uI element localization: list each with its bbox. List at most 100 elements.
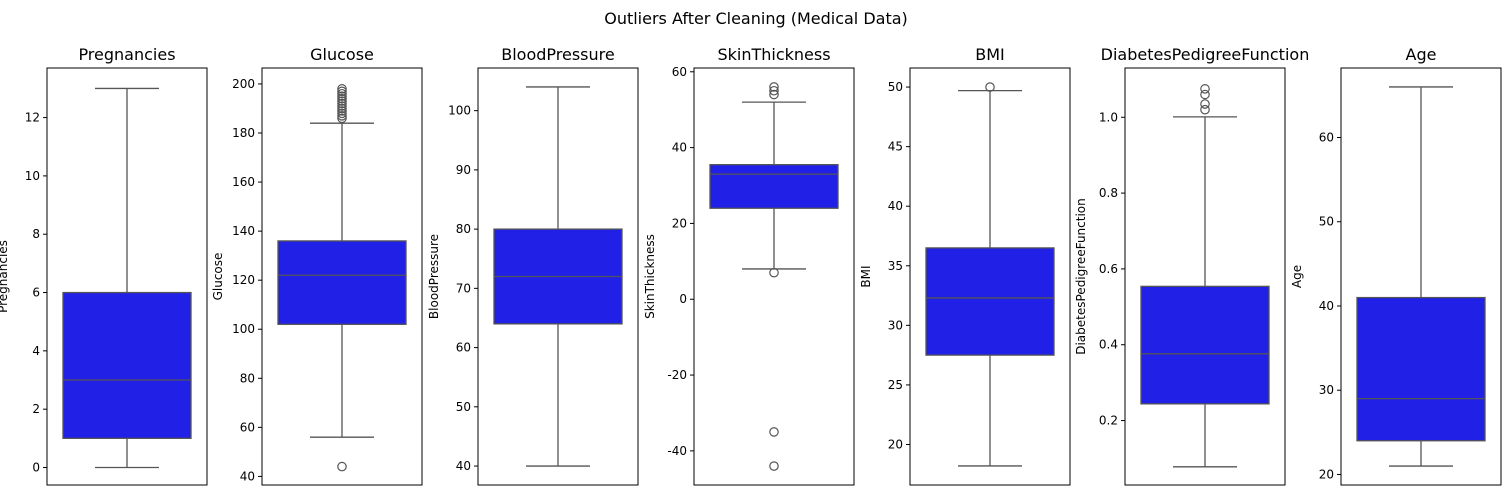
y-tick-label: 35	[888, 259, 903, 273]
axes-frame	[909, 67, 1071, 486]
subplot-title: Pregnancies	[78, 45, 175, 64]
y-tick-label: 1.0	[1099, 110, 1118, 124]
y-axis-label: BloodPressure	[427, 234, 441, 319]
subplot-skinthickness: SkinThickness SkinThickness -40 -20 0 20 40 60	[643, 45, 855, 486]
y-tick-label: 60	[456, 341, 471, 355]
subplot-title: BloodPressure	[501, 45, 614, 64]
y-tick-label: 4	[32, 344, 40, 358]
outlier-point	[769, 85, 779, 96]
y-tick-label: 0	[679, 292, 687, 306]
y-tick-label: 40	[1319, 299, 1334, 313]
outlier-point	[337, 84, 347, 94]
subplot-pregnancies: Pregnancies Pregnancies 0 2 4 6 8 10 12	[0, 45, 208, 486]
subplot-glucose: Glucose Glucose 40 60 80 100 120 140 160 180 200	[211, 45, 423, 486]
y-tick-label: 140	[232, 224, 255, 238]
iqr-box	[1356, 296, 1486, 442]
y-tick-label: 100	[448, 104, 471, 118]
y-tick-label: 160	[232, 175, 255, 189]
y-tick-label: 30	[888, 318, 903, 332]
y-tick-label: 20	[1319, 467, 1334, 481]
outlier-point	[337, 91, 347, 102]
y-tick-label: 10	[25, 169, 40, 183]
y-tick-label: 8	[32, 227, 40, 241]
y-tick-label: 50	[888, 80, 903, 94]
outlier-point	[769, 461, 779, 471]
y-axis-label: Pregnancies	[0, 240, 10, 313]
subplot-title: Age	[1406, 45, 1437, 64]
y-tick-label: -20	[667, 368, 687, 382]
outlier-point	[769, 89, 779, 100]
y-tick-label: 0.2	[1099, 414, 1118, 428]
y-tick-label: 50	[1319, 215, 1334, 229]
y-tick-label: 30	[1319, 383, 1334, 397]
y-tick-label: -40	[667, 444, 687, 458]
subplot-title: SkinThickness	[717, 45, 830, 64]
axes-frame	[477, 67, 639, 486]
outlier-point	[337, 88, 347, 99]
subplot-title: BMI	[975, 45, 1005, 64]
y-tick-label: 100	[232, 322, 255, 336]
y-tick-label: 6	[32, 286, 40, 300]
figure-title: Outliers After Cleaning (Medical Data)	[604, 9, 908, 28]
y-tick-label: 200	[232, 77, 255, 91]
y-tick-label: 50	[456, 400, 471, 414]
y-axis-label: Glucose	[211, 253, 225, 301]
y-axis-label: SkinThickness	[643, 234, 657, 319]
y-tick-label: 12	[25, 111, 40, 125]
y-tick-label: 0	[32, 461, 40, 475]
outlier-point	[1200, 89, 1210, 100]
outlier-point	[769, 82, 779, 92]
axes-frame	[1124, 67, 1286, 486]
outlier-point	[337, 86, 347, 97]
outlier-point	[1200, 104, 1210, 115]
outlier-point	[337, 106, 347, 116]
outlier-point	[337, 461, 347, 472]
outlier-point	[769, 427, 779, 437]
outlier-point	[1200, 99, 1210, 109]
outlier-point	[1200, 84, 1210, 94]
outlier-point	[337, 113, 347, 124]
y-tick-label: 0.8	[1099, 186, 1118, 200]
y-axis-label: Age	[1290, 265, 1304, 288]
y-tick-label: 40	[888, 199, 903, 213]
y-axis-label: BMI	[859, 265, 873, 287]
y-axis-label: DiabetesPedigreeFunction	[1074, 198, 1088, 355]
axes-frame	[261, 67, 423, 486]
outlier-point	[337, 96, 347, 106]
subplot-bloodpressure: BloodPressure BloodPressure 40 50 60 70 80 90 10…	[427, 45, 639, 486]
outlier-point	[337, 101, 347, 111]
iqr-box	[1140, 285, 1270, 405]
y-tick-label: 25	[888, 378, 903, 392]
outlier-point	[337, 111, 347, 121]
outlier-point	[985, 82, 995, 92]
subplot-diabetespedigreefunction: DiabetesPedigreeFunction DiabetesPedigree…	[1074, 45, 1310, 486]
iqr-box	[277, 240, 407, 325]
y-tick-label: 70	[456, 281, 471, 295]
y-tick-label: 20	[672, 216, 687, 230]
y-tick-label: 0.6	[1099, 262, 1118, 276]
y-tick-label: 60	[240, 420, 255, 434]
outlier-point	[337, 108, 347, 119]
iqr-box	[62, 291, 192, 439]
outlier-point	[337, 103, 347, 114]
y-tick-label: 60	[672, 65, 687, 79]
axes-frame	[46, 67, 208, 486]
subplot-bmi: BMI BMI 20 25 30 35 40 45 50	[859, 45, 1071, 486]
y-tick-label: 180	[232, 126, 255, 140]
y-tick-label: 20	[888, 437, 903, 451]
y-tick-label: 60	[1319, 131, 1334, 145]
subplot-title: Glucose	[310, 45, 374, 64]
y-tick-label: 0.4	[1099, 338, 1118, 352]
y-tick-label: 120	[232, 273, 255, 287]
y-tick-label: 45	[888, 140, 903, 154]
subplot-title: DiabetesPedigreeFunction	[1101, 45, 1310, 64]
outlier-point	[337, 93, 347, 104]
y-tick-label: 80	[456, 222, 471, 236]
subplot-age: Age Age 20 30 40 50 60	[1290, 45, 1502, 486]
outlier-point	[337, 98, 347, 109]
y-tick-label: 40	[672, 141, 687, 155]
y-tick-label: 90	[456, 163, 471, 177]
y-tick-label: 40	[456, 459, 471, 473]
y-tick-label: 40	[240, 469, 255, 483]
